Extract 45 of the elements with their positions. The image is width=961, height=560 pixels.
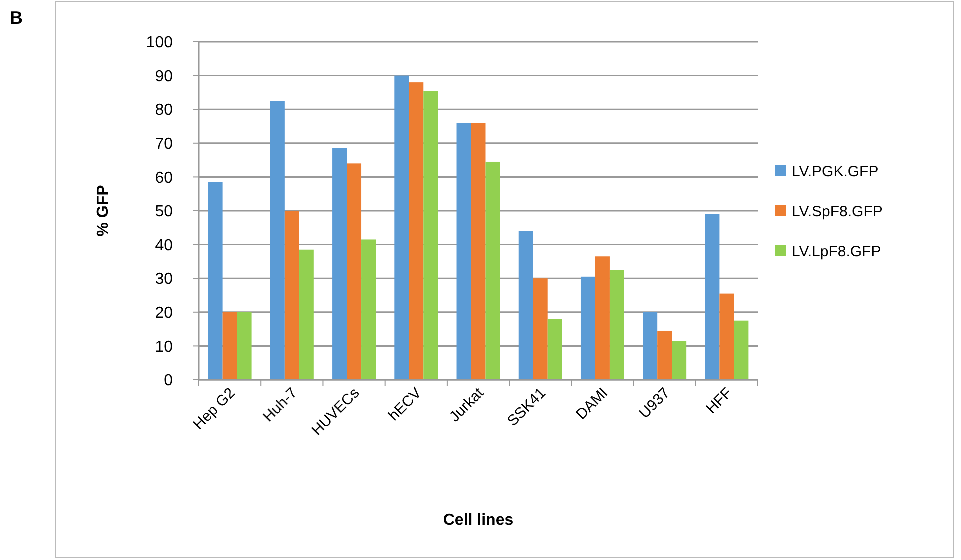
y-axis-title: % GFP [95,184,112,237]
y-tick-label: 70 [155,136,174,153]
y-tick-label: 40 [155,237,174,254]
bar [486,162,500,380]
bar [518,231,534,380]
bar [548,319,562,380]
y-tick-label: 0 [164,372,174,390]
y-tick-label: 60 [155,170,174,187]
bar [672,341,687,380]
bar [299,250,314,380]
bar [643,312,658,380]
bar [222,312,238,380]
legend-label: LV.PGK.GFP [792,163,879,180]
bar [208,182,223,380]
y-tick-label: 100 [146,34,174,52]
bar [424,91,438,380]
bar [580,276,596,380]
bar [409,82,424,380]
y-tick-label: 30 [155,271,174,288]
text: B [10,8,23,28]
y-tick-label: 90 [155,68,174,86]
bar [284,211,300,380]
legend-label: LV.SpF8.GFP [792,203,883,220]
bar [533,278,548,380]
bar [471,123,486,380]
bar [347,164,362,380]
y-tick-label: 50 [155,204,174,221]
bar [332,148,348,380]
bar [362,240,376,380]
bar [720,294,734,380]
bar [658,330,672,380]
x-tick-label: Hep G2 [190,384,239,434]
bar [595,256,610,380]
bar [270,101,285,380]
y-tick-label: 80 [155,102,174,120]
x-axis-title: Cell lines [443,512,514,529]
bar [734,320,749,380]
bar [456,123,472,380]
bar [237,312,252,380]
legend-label: LV.LpF8.GFP [792,243,882,260]
bar [394,76,410,380]
bar [705,214,720,380]
bar [610,270,624,380]
y-tick-label: 10 [155,338,174,356]
y-tick-label: 20 [155,305,174,322]
